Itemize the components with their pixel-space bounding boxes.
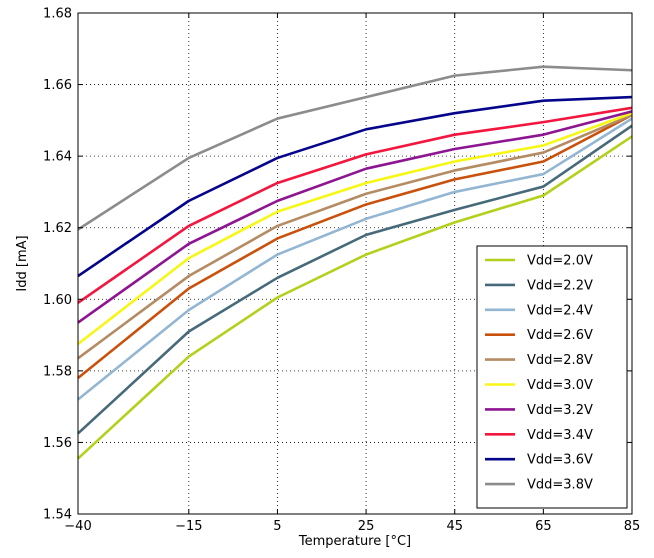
x-tick-label: 85 [624,519,641,534]
x-axis-label: Temperature [°C] [298,534,411,549]
x-tick-label: 5 [273,519,281,534]
y-tick-label: 1.66 [43,78,72,93]
grid [78,13,632,514]
legend-label: Vdd=3.4V [527,428,593,443]
legend-label: Vdd=2.2V [527,278,593,293]
plot-frame [77,12,633,515]
y-axis: 1.54 1.56 1.58 1.60 1.62 1.64 1.66 1.68 [43,7,632,523]
legend-label: Vdd=3.6V [527,453,593,468]
series-line-1 [77,124,633,435]
series-line-6 [77,110,633,324]
series-line-7 [77,106,633,304]
legend-label: Vdd=2.0V [527,254,593,269]
legend-box [476,245,628,509]
legend-label: Vdd=3.2V [527,403,593,418]
series-line-0 [77,135,633,460]
x-tick-label: −40 [64,519,91,534]
y-tick-label: 1.60 [43,293,72,308]
y-tick-label: 1.62 [43,221,72,236]
series-line-8 [77,95,633,278]
legend-label: Vdd=3.8V [527,478,593,493]
series-line-5 [77,111,633,346]
x-tick-label: 45 [446,519,463,534]
y-tick-label: 1.58 [43,364,72,379]
legend-label: Vdd=3.0V [527,378,593,393]
y-axis-label: Idd [mA] [15,235,30,291]
x-tick-label: 25 [358,519,375,534]
series-line-9 [77,65,633,231]
x-tick-label: 65 [535,519,552,534]
legend: Vdd=2.0V Vdd=2.2V Vdd=2.4V Vdd=2.6V Vdd=2.8V… [476,245,628,509]
series-line-2 [77,117,633,401]
legend-label: Vdd=2.6V [527,328,593,343]
x-tick-label: −15 [175,519,202,534]
series-line-3 [77,113,633,380]
legend-label: Vdd=2.4V [527,303,593,318]
y-tick-label: 1.56 [43,436,72,451]
series-lines [77,65,633,460]
y-tick-label: 1.54 [43,508,72,523]
legend-label: Vdd=2.8V [527,353,593,368]
y-tick-label: 1.68 [43,7,72,22]
y-tick-label: 1.64 [43,150,72,165]
series-line-4 [77,113,633,360]
x-axis: −40 −15 5 25 45 65 85 [64,13,640,534]
